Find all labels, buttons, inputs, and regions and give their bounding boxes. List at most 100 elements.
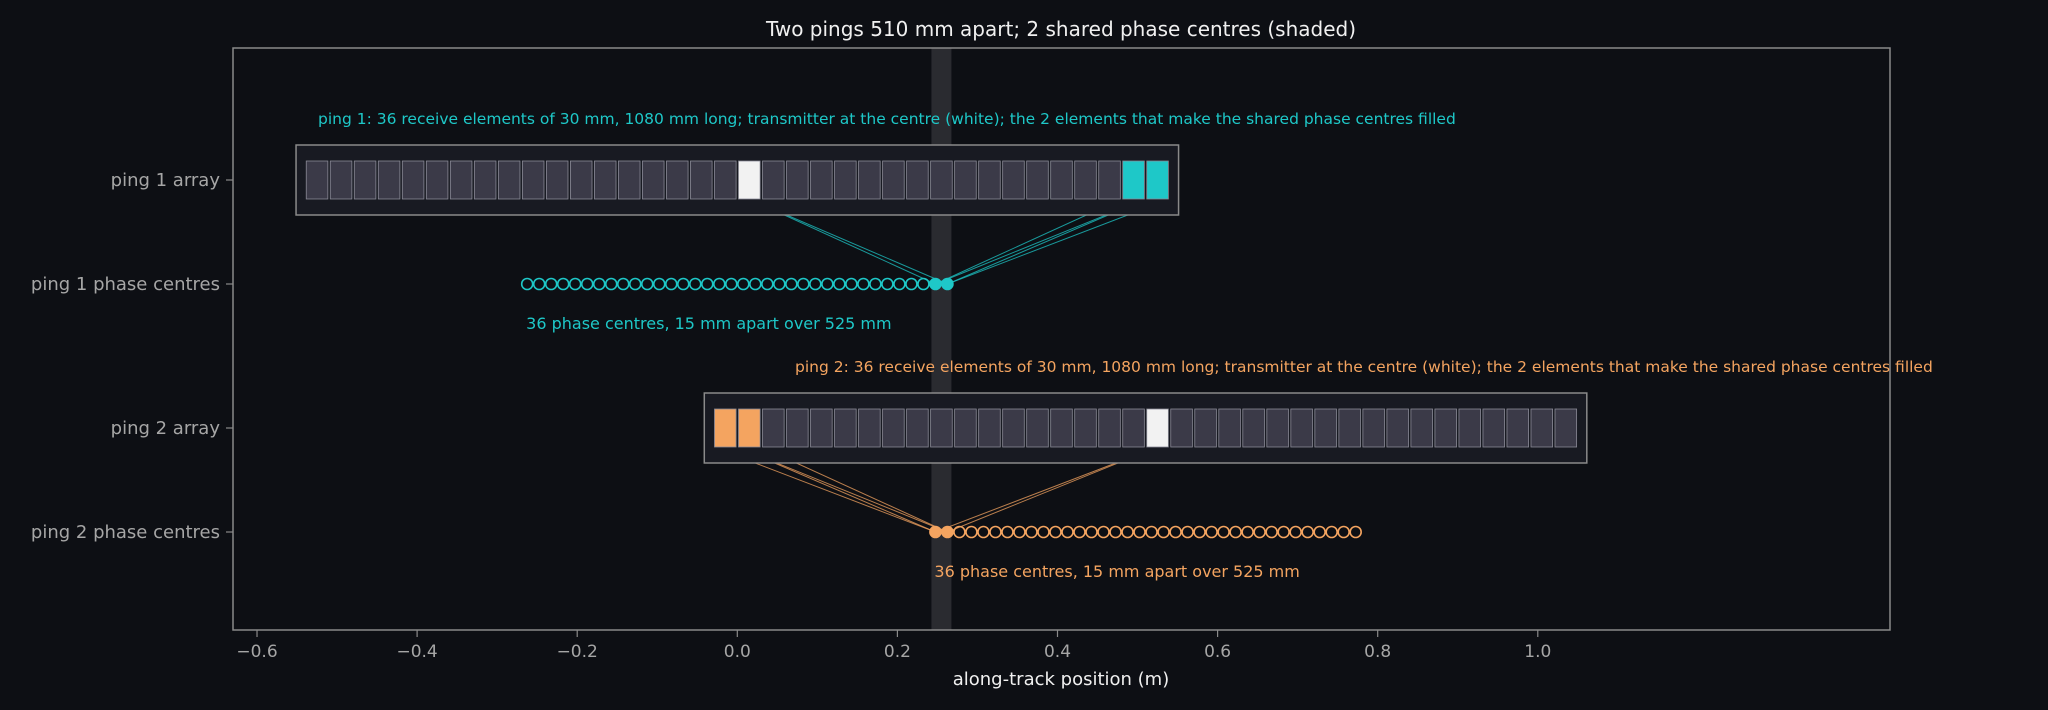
ping-1-receive-element bbox=[954, 160, 977, 200]
ping-2-phase-centre bbox=[1061, 525, 1074, 539]
ping-2-receive-element bbox=[1362, 408, 1385, 448]
ping-1-phase-centre bbox=[616, 277, 630, 291]
ping-2-phase-centre bbox=[1085, 525, 1098, 539]
ping-2-phase-centre bbox=[1109, 525, 1122, 539]
ping-2-phase-centre bbox=[1277, 525, 1290, 539]
ping-2-phase-centre bbox=[1301, 525, 1314, 539]
ping-2-phase-centre bbox=[1205, 525, 1218, 539]
ping-1-receive-element bbox=[1002, 160, 1025, 200]
ping-2-receive-element bbox=[786, 408, 809, 448]
shared-band-layer bbox=[931, 48, 952, 630]
ping-1-receive-element bbox=[594, 160, 617, 200]
ping-2-receive-element bbox=[978, 408, 1001, 448]
ping-1-receive-element bbox=[497, 160, 521, 200]
ping-1-phase-centre bbox=[664, 277, 678, 291]
ping-2-phase-centre bbox=[1157, 525, 1170, 539]
ping-1-shared-phase-centre bbox=[941, 277, 954, 291]
ping-2-phase-centre bbox=[1097, 525, 1110, 539]
ping-2-receive-element bbox=[1242, 408, 1265, 448]
ping-2-receive-element bbox=[1290, 408, 1313, 448]
ping-2-receive-element bbox=[1482, 408, 1505, 448]
ping-1-receive-element bbox=[401, 160, 425, 200]
ping-2-receive-element bbox=[882, 408, 905, 448]
ping-1-phase-centre bbox=[604, 277, 618, 291]
ping-2-phase-centre bbox=[1181, 525, 1194, 539]
ping-2-receive-element bbox=[1506, 408, 1529, 448]
ping-1-phase-centre bbox=[869, 277, 882, 291]
ping-2-shared-phase-centre bbox=[929, 525, 942, 539]
ping-2-phase-centre bbox=[1037, 525, 1050, 539]
axes-layer: −0.6 −0.4 −0.2 0.0 0.2 0.4 0.6 0.8 1.0 ping 1 arr… bbox=[31, 170, 1551, 662]
ping-1-transmitter-element bbox=[738, 160, 761, 200]
x-tick-label: 0.6 bbox=[1204, 642, 1231, 662]
ping-2-phase-centre bbox=[1289, 525, 1302, 539]
ping-2-phase-centre bbox=[977, 525, 990, 539]
ping-2-phase-centre bbox=[1133, 525, 1146, 539]
ping-2-phase-centre bbox=[1169, 525, 1182, 539]
ping-1-phase-centre bbox=[773, 277, 786, 291]
x-tick-label: −0.6 bbox=[236, 642, 277, 662]
ping-1-receive-element bbox=[353, 160, 377, 200]
ping-1-phase-centre bbox=[580, 277, 594, 291]
ping-2-receive-element bbox=[1122, 408, 1145, 448]
ping-1-phase-centre bbox=[688, 277, 702, 291]
ping-2-receive-element bbox=[1026, 408, 1049, 448]
ping-2-phase-centre bbox=[1013, 525, 1026, 539]
ping-1-receive-element bbox=[305, 160, 329, 200]
ping-2-phase-centre bbox=[1265, 525, 1278, 539]
ping-1-shared-phase-centre bbox=[929, 277, 942, 291]
ping-2-receive-element bbox=[930, 408, 953, 448]
ping-2-receive-element bbox=[1050, 408, 1073, 448]
ping-1-phase-centre bbox=[712, 277, 726, 291]
ping-2-phase-centre bbox=[1325, 525, 1338, 539]
ping-1-receive-element bbox=[978, 160, 1001, 200]
ping-2-receive-element bbox=[1002, 408, 1025, 448]
ping-1-phase-centre bbox=[700, 277, 714, 291]
ping-1-phase-centre bbox=[556, 277, 570, 291]
ping-2-receive-element bbox=[810, 408, 833, 448]
ping-2-phase-centre bbox=[989, 525, 1002, 539]
ping-1-receive-element bbox=[834, 160, 857, 200]
ping-2-receive-element bbox=[1530, 408, 1553, 448]
plot-frame bbox=[232, 47, 1891, 631]
ping-2-phase-centre bbox=[1049, 525, 1062, 539]
ping-2-phase-centre bbox=[1193, 525, 1206, 539]
ping-1-phase-centre bbox=[917, 277, 930, 291]
ping-2-receive-element bbox=[1458, 408, 1481, 448]
ping-2-receive-element bbox=[762, 408, 785, 448]
y-tick-label: ping 2 phase centres bbox=[31, 522, 220, 543]
ping-2-shared-phase-centre bbox=[941, 525, 954, 539]
ping-1-shared-receive-element bbox=[1122, 160, 1145, 200]
ping-1-phase-centre bbox=[628, 277, 642, 291]
ping-1-phase-centre bbox=[568, 277, 582, 291]
y-tick-label: ping 1 array bbox=[111, 170, 221, 191]
ping-2-phase-centre-annotation: 36 phase centres, 15 mm apart over 525 m… bbox=[934, 562, 1299, 581]
ping-1-receive-element bbox=[690, 160, 713, 200]
ping-2-transmitter-element bbox=[1146, 408, 1169, 448]
ping-1-phase-centre bbox=[893, 277, 906, 291]
ping-1-phase-centre bbox=[676, 277, 690, 291]
ping-2-receive-element bbox=[1314, 408, 1337, 448]
ping-2-phase-centre bbox=[1337, 525, 1350, 539]
ping-1-phase-centre bbox=[809, 277, 822, 291]
ping-2-phase-centre bbox=[1121, 525, 1134, 539]
ping-2-phase-centre bbox=[965, 525, 978, 539]
ping-2-phase-centre bbox=[1001, 525, 1014, 539]
ping-1-receive-element bbox=[666, 160, 689, 200]
ping-2-phase-centre bbox=[1313, 525, 1326, 539]
ping-2-receive-element bbox=[1434, 408, 1457, 448]
ping-2-phase-centre bbox=[1217, 525, 1230, 539]
ping-2-receive-element bbox=[1266, 408, 1289, 448]
ping-2-receive-element bbox=[1098, 408, 1121, 448]
ping-2-receive-element bbox=[1194, 408, 1217, 448]
x-tick-label: 0.0 bbox=[724, 642, 751, 662]
ping-2-phase-centre bbox=[1349, 525, 1362, 539]
ping-1-receive-element bbox=[570, 160, 593, 200]
ping-1-receive-element bbox=[762, 160, 785, 200]
ping-1-phase-centre bbox=[532, 277, 546, 291]
marks-layer: ping 1: 36 receive elements of 30 mm, 10… bbox=[295, 110, 1933, 581]
ping-1-phase-centre bbox=[881, 277, 894, 291]
ping-1-receive-element bbox=[858, 160, 881, 200]
